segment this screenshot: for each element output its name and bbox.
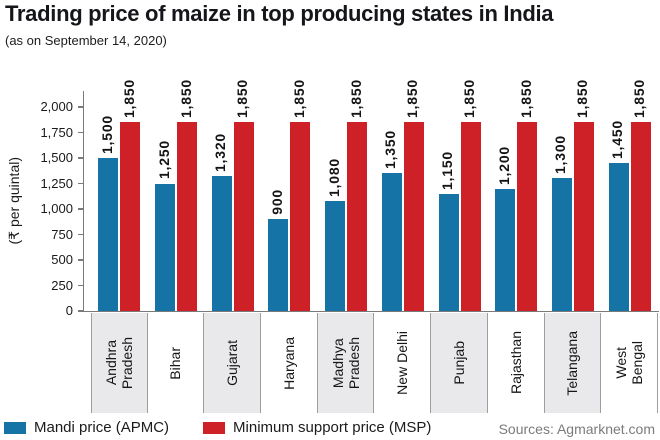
ytick-mark bbox=[78, 157, 83, 159]
bar-value-label: 1,850 bbox=[347, 79, 364, 119]
page-title: Trading price of maize in top producing … bbox=[5, 1, 554, 26]
bar-value-label: 1,350 bbox=[382, 130, 399, 170]
msp-swatch bbox=[203, 421, 226, 434]
x-category-band: Gujarat bbox=[204, 313, 262, 413]
x-category-band: New Delhi bbox=[375, 313, 432, 413]
bar-value-label: 1,850 bbox=[631, 79, 648, 119]
x-category-label: Punjab bbox=[450, 341, 467, 385]
ytick-mark bbox=[78, 106, 83, 108]
bar-value-label: 1,850 bbox=[234, 79, 251, 119]
bar-mandi bbox=[551, 178, 572, 311]
bar-mandi bbox=[608, 163, 629, 311]
bar-mandi bbox=[268, 219, 289, 311]
x-category-label: Gujarat bbox=[224, 340, 241, 386]
bar-value-label: 1,450 bbox=[609, 120, 626, 160]
x-category-label: Rajasthan bbox=[507, 331, 524, 395]
bar-msp bbox=[403, 122, 424, 311]
ytick-label: 750 bbox=[51, 226, 73, 242]
bar-msp bbox=[573, 122, 594, 311]
ytick-mark bbox=[78, 310, 83, 312]
bar-mandi bbox=[381, 173, 402, 311]
y-axis-label-wrap: (₹ per quintal) bbox=[4, 91, 24, 311]
bar-msp bbox=[347, 122, 368, 311]
ytick-mark bbox=[78, 131, 83, 133]
bar-mandi bbox=[438, 193, 459, 311]
legend-label-mandi: Mandi price (APMC) bbox=[34, 419, 170, 436]
bar-value-label: 1,320 bbox=[212, 133, 229, 173]
x-category-label: New Delhi bbox=[394, 331, 411, 395]
ytick-label: 1,250 bbox=[40, 175, 73, 191]
x-category-label: Telangana bbox=[564, 330, 581, 396]
ytick-label: 500 bbox=[51, 252, 73, 267]
bar-value-label: 1,850 bbox=[120, 79, 137, 119]
ytick-mark bbox=[78, 182, 83, 184]
page-subtitle: (as on September 14, 2020) bbox=[5, 33, 167, 48]
ytick-mark bbox=[78, 233, 83, 235]
bar-value-label: 1,150 bbox=[439, 150, 456, 190]
bar-value-label: 1,850 bbox=[517, 79, 534, 119]
bar-msp bbox=[290, 122, 311, 311]
x-category-label: Bihar bbox=[167, 346, 184, 380]
bar-mandi bbox=[155, 183, 176, 311]
ytick-mark bbox=[78, 208, 83, 210]
bar-value-label: 1,850 bbox=[574, 79, 591, 119]
bar-msp bbox=[517, 122, 538, 311]
bar-value-label: 1,500 bbox=[98, 114, 115, 154]
bar-msp bbox=[120, 122, 141, 311]
x-category-band: West Bengal bbox=[601, 313, 658, 413]
bar-value-label: 1,850 bbox=[461, 79, 478, 119]
ytick-label: 1,500 bbox=[40, 150, 73, 165]
bar-msp bbox=[177, 122, 198, 311]
x-category-band: Bihar bbox=[148, 313, 205, 413]
x-category-band: Punjab bbox=[431, 313, 488, 413]
ytick-label: 2,000 bbox=[40, 99, 73, 114]
bar-mandi bbox=[325, 200, 346, 311]
x-category-band: Telangana bbox=[544, 313, 602, 413]
ytick-label: 250 bbox=[51, 277, 73, 293]
bar-value-label: 1,850 bbox=[404, 79, 421, 119]
bar-msp bbox=[460, 122, 481, 311]
plot-area bbox=[83, 91, 659, 312]
mandi-price-swatch bbox=[4, 421, 26, 434]
y-axis-label: (₹ per quintal) bbox=[6, 157, 22, 245]
x-category-band: Rajasthan bbox=[488, 313, 545, 413]
x-category-label: Madhya Pradesh bbox=[329, 336, 362, 390]
bar-mandi bbox=[211, 176, 232, 311]
bar-msp bbox=[233, 122, 254, 311]
source-text: Sources: Agmarknet.com bbox=[498, 421, 655, 437]
x-category-label: Andhra Pradesh bbox=[103, 336, 136, 390]
ytick-mark bbox=[78, 284, 83, 286]
x-category-band: Haryana bbox=[261, 313, 318, 413]
legend-item-msp: Minimum support price (MSP) bbox=[203, 419, 431, 436]
bar-value-label: 900 bbox=[268, 189, 285, 216]
bar-value-label: 1,850 bbox=[177, 79, 194, 119]
x-category-band: Andhra Pradesh bbox=[91, 313, 148, 413]
legend-label-msp: Minimum support price (MSP) bbox=[233, 419, 432, 436]
bar-msp bbox=[630, 122, 651, 311]
x-category-band: Madhya Pradesh bbox=[317, 313, 375, 413]
x-category-label: Haryana bbox=[280, 336, 297, 390]
bar-value-label: 1,850 bbox=[290, 79, 307, 119]
bar-mandi bbox=[98, 158, 119, 311]
ytick-label: 0 bbox=[65, 303, 73, 318]
ytick-label: 1,750 bbox=[40, 124, 73, 140]
ytick-label: 1,000 bbox=[40, 201, 73, 216]
bar-value-label: 1,250 bbox=[155, 140, 172, 180]
legend-item-mandi: Mandi price (APMC) bbox=[4, 419, 169, 436]
x-category-label: West Bengal bbox=[613, 341, 646, 385]
ytick-mark bbox=[78, 259, 83, 261]
legend: Mandi price (APMC) Minimum support price… bbox=[4, 419, 431, 436]
bar-mandi bbox=[495, 188, 516, 311]
bar-value-label: 1,300 bbox=[552, 135, 569, 175]
bar-value-label: 1,080 bbox=[325, 157, 342, 197]
bar-value-label: 1,200 bbox=[495, 145, 512, 185]
